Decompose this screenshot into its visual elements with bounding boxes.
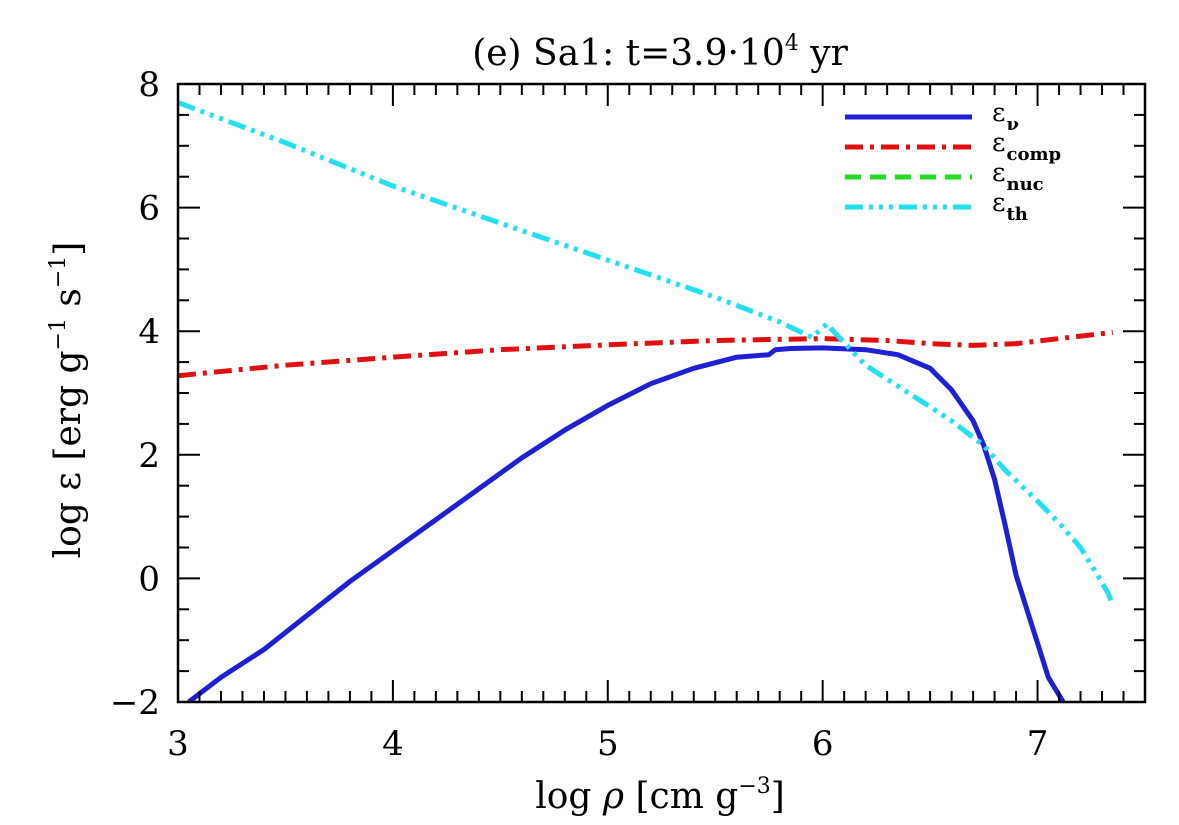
y-tick-label: −2 [110,683,160,723]
y-label-exponent-2: −1 [46,256,71,288]
series-line-th [178,100,1116,608]
y-axis-label: log ε [erg g−1 s−1] [46,242,89,559]
y-label-prefix: log ε [erg g [48,350,89,558]
y-tick-label: 4 [138,312,160,352]
x-label-close: ] [771,776,785,817]
y-tick-label: 8 [138,65,160,105]
title-unit: yr [799,33,849,74]
title-exponent: 4 [785,31,799,56]
series-line-ν [187,345,1066,702]
x-tick-label: 4 [382,724,404,764]
y-tick-label: 6 [138,189,160,229]
x-tick-label: 5 [597,724,619,764]
legend-label-ν: εν [992,98,1019,135]
title-main: (e) Sa1: t=3.9·10 [472,33,785,74]
x-tick-label: 6 [812,724,834,764]
chart-title: (e) Sa1: t=3.9·104 yr [472,31,848,74]
y-label-mid: s [48,288,89,318]
series-line-comp [178,329,1114,379]
x-label-prefix: log [535,776,603,817]
axis-ticks: 3 4 5 6 7 −2 0 2 4 6 8 [110,65,1146,764]
x-tick-label: 7 [1027,724,1049,764]
legend-label-comp: εcomp [992,128,1061,165]
y-tick-label: 2 [138,436,160,476]
plot-area [178,100,1116,702]
y-tick-label: 0 [138,559,160,599]
x-label-unit: [cm g [624,776,738,817]
x-label-symbol: ρ [602,776,624,817]
x-label-exponent: −3 [738,774,770,799]
legend-label-nuc: εnuc [992,158,1044,195]
y-label-exponent-1: −1 [46,318,71,350]
legend-label-th: εth [992,188,1028,225]
x-tick-label: 3 [167,724,189,764]
y-label-close: ] [48,242,89,256]
x-axis-label: log ρ [cm g−3] [535,774,785,817]
